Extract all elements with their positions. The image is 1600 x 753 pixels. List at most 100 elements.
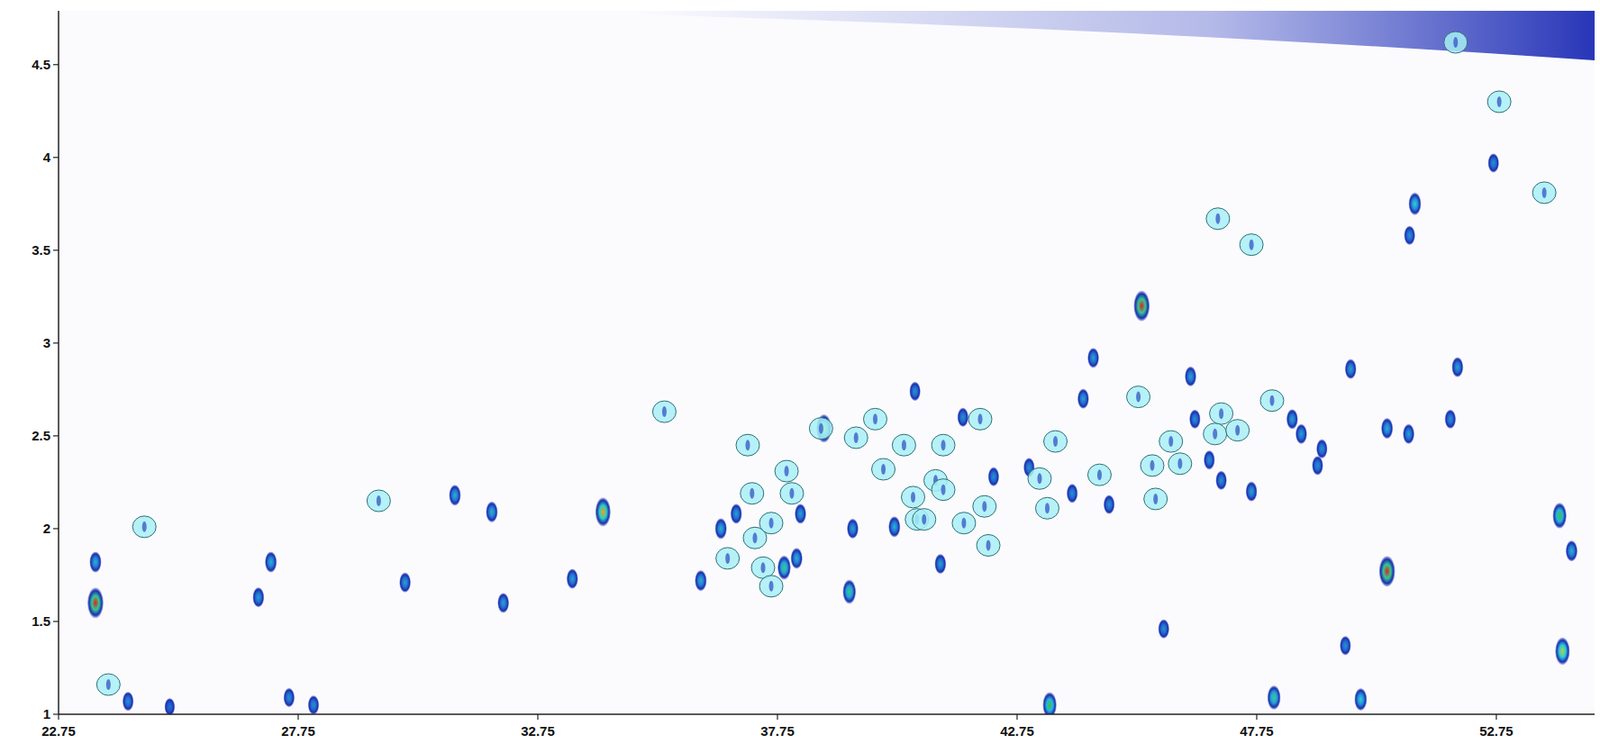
x-tick-label: 22.75	[41, 723, 76, 739]
y-tick	[53, 342, 59, 344]
marked-peak	[736, 434, 760, 456]
marked-peak-core	[941, 439, 946, 451]
peak	[1339, 636, 1351, 655]
peak	[566, 568, 579, 589]
peak	[715, 518, 728, 539]
marked-peak	[976, 534, 1000, 556]
marked-peak-core	[986, 539, 991, 551]
peak	[934, 554, 946, 574]
marked-peak-core	[1269, 395, 1274, 407]
marked-peak	[972, 495, 997, 518]
peak	[1158, 619, 1170, 639]
peaks	[87, 153, 1578, 715]
marked-peak-core	[1453, 36, 1458, 48]
peak	[89, 551, 101, 573]
x-tick	[536, 714, 538, 720]
marked-peak	[1209, 402, 1234, 425]
marked-peak	[740, 482, 764, 505]
marked-peak	[366, 490, 391, 512]
marked-peak-core	[1045, 502, 1050, 514]
peak	[1409, 192, 1422, 216]
marked-peak-core	[1215, 213, 1220, 225]
peak	[1184, 366, 1197, 387]
marked-peak-core	[745, 439, 750, 451]
peak	[1451, 357, 1464, 378]
column-bleed	[635, 10, 1595, 61]
x-tick-label: 47.75	[1239, 723, 1274, 739]
marked-peak	[863, 408, 887, 430]
peak	[1077, 389, 1090, 410]
marked-peak	[759, 575, 783, 598]
y-tick-label: 2	[43, 520, 51, 537]
x-tick-label: 27.75	[281, 723, 316, 739]
peak	[252, 587, 264, 608]
peak	[1245, 481, 1258, 502]
peak	[497, 592, 510, 613]
marked-peak-core	[1097, 469, 1102, 481]
y-tick-label: 3	[43, 335, 51, 351]
marked-peak	[891, 434, 916, 456]
peak	[1445, 409, 1456, 429]
peak	[1402, 424, 1415, 445]
peak	[694, 570, 707, 591]
peak	[1267, 685, 1282, 710]
marked-peak	[901, 486, 926, 509]
marked-peak	[952, 512, 976, 535]
y-tick	[53, 527, 59, 529]
y-tick	[53, 63, 59, 65]
peak	[595, 497, 611, 527]
marked-peak-core	[1136, 391, 1141, 403]
peak	[730, 503, 743, 524]
marked-peak	[132, 516, 156, 538]
peak	[308, 695, 319, 715]
marked-peak-core	[872, 413, 878, 425]
marked-peak	[809, 418, 833, 440]
peak	[1554, 637, 1570, 665]
marked-peak	[968, 408, 992, 430]
marked-peak-core	[106, 679, 111, 691]
marked-peak-core	[376, 495, 382, 507]
marked-peak	[912, 509, 937, 531]
marked-peak	[1226, 419, 1250, 442]
marked-peak-core	[769, 581, 774, 592]
marked-peak-core	[978, 413, 983, 425]
peak	[1103, 494, 1115, 514]
peak	[1215, 471, 1227, 491]
peak	[846, 518, 859, 539]
marked-peak	[931, 434, 955, 456]
peak	[1295, 424, 1308, 445]
marked-peak-core	[1153, 493, 1158, 505]
y-tick-label: 2.5	[31, 427, 51, 444]
marked-peak-core	[901, 439, 907, 451]
marked-peak-core	[1168, 436, 1173, 447]
peak	[842, 580, 856, 605]
marked-peak	[1044, 430, 1068, 453]
marked-peak-core	[854, 432, 859, 444]
marked-peak-core	[1053, 436, 1058, 447]
marked-peak	[1027, 467, 1052, 490]
marked-peak-core	[881, 463, 886, 475]
marked-peak-core	[1177, 458, 1182, 470]
peak	[264, 551, 277, 573]
peak	[1189, 409, 1200, 429]
peak	[448, 484, 461, 506]
peak	[1354, 688, 1367, 711]
marked-peak-core	[961, 518, 966, 529]
marked-peak	[844, 427, 868, 449]
y-tick	[53, 435, 59, 437]
peak	[1316, 439, 1328, 459]
peak	[485, 501, 498, 523]
marked-peak	[1532, 181, 1556, 204]
marked-peak-core	[725, 553, 730, 564]
peak	[1379, 555, 1396, 587]
marked-peak-core	[818, 423, 824, 435]
y-tick-label: 1.5	[31, 613, 51, 629]
marked-peak-core	[1235, 425, 1240, 437]
marked-peaks	[96, 31, 1556, 696]
marked-peak-core	[784, 465, 790, 477]
marked-peak-core	[1149, 460, 1155, 472]
x-tick	[1495, 714, 1497, 720]
marked-peak	[774, 460, 799, 482]
marked-peak-core	[1249, 239, 1255, 251]
marked-peak-core	[749, 488, 755, 500]
